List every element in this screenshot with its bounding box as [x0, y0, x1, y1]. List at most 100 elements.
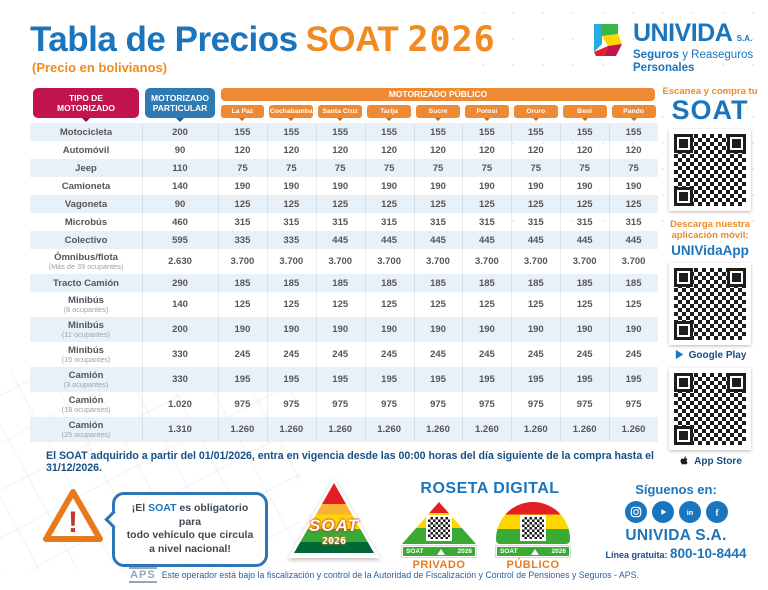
qr-code-app-store[interactable]	[669, 367, 751, 450]
publico-price-cell-la-paz: 75	[218, 159, 267, 177]
publico-price-cell-sucre: 1.260	[414, 417, 463, 442]
publico-price-cell-cochabamba: 120	[267, 141, 316, 159]
brand-personales: Personales	[633, 62, 695, 75]
univida-pinwheel-icon	[592, 22, 628, 63]
publico-price-cell-santa-cruz: 190	[316, 317, 365, 342]
publico-price-cell-sucre: 195	[414, 367, 463, 392]
roseta-privado-qr-icon	[426, 515, 452, 541]
publico-price-cell-beni: 125	[560, 195, 609, 213]
publico-price-cell-pando: 1.260	[609, 417, 658, 442]
publico-price-cell-beni: 190	[560, 317, 609, 342]
publico-price-cell-oruro: 195	[511, 367, 560, 392]
publico-price-cell-potosí: 190	[462, 177, 511, 195]
city-header-santa-cruz: Santa Cruz	[318, 105, 363, 121]
publico-price-cell-la-paz: 120	[218, 141, 267, 159]
publico-price-cell-pando: 120	[609, 141, 658, 159]
publico-price-cell-la-paz: 245	[218, 342, 267, 367]
column-header-tipo-motorizado: TIPO DE MOTORIZADO	[33, 88, 139, 122]
table-row: Microbús 460 315 315 315 315 315 315 315 315 315	[30, 213, 658, 231]
publico-price-cell-la-paz: 3.700	[218, 249, 267, 274]
publico-price-cell-cochabamba: 190	[267, 317, 316, 342]
scan-title: Escanea y compra tu	[662, 86, 758, 97]
particular-price-cell: 1.020	[142, 392, 218, 417]
facebook-icon[interactable]: f	[705, 501, 728, 523]
svg-text:!: !	[68, 506, 78, 539]
publico-price-cell-santa-cruz: 3.700	[316, 249, 365, 274]
publico-price-cell-la-paz: 155	[218, 123, 267, 141]
vehicle-type-cell: Camión (18 ocupantes)	[61, 394, 111, 414]
publico-price-cell-sucre: 190	[414, 317, 463, 342]
publico-price-cell-oruro: 1.260	[511, 417, 560, 442]
publico-price-cell-oruro: 190	[511, 177, 560, 195]
roseta-digital-title: ROSETA DIGITAL	[420, 480, 560, 497]
vehicle-type-cell: Minibús (8 ocupantes)	[63, 294, 109, 314]
publico-price-cell-cochabamba: 975	[267, 392, 316, 417]
brand-sa: S.A.	[736, 34, 753, 43]
table-row: Camioneta 140 190 190 190 190 190 190 190 190 190	[30, 177, 658, 195]
publico-price-cell-cochabamba: 3.700	[267, 249, 316, 274]
app-name: UNIVidaApp	[671, 242, 749, 258]
particular-price-cell: 1.310	[142, 417, 218, 442]
app-store-badge[interactable]: App Store	[658, 454, 762, 470]
publico-price-cell-pando: 155	[609, 123, 658, 141]
city-header-pando: Pando	[611, 105, 656, 121]
publico-price-cell-sucre: 155	[414, 123, 463, 141]
publico-price-cell-oruro: 315	[511, 213, 560, 231]
table-body: Motocicleta 200 155 155 155 155 155 155 155 155 15…	[30, 123, 658, 442]
google-play-badge[interactable]: Google Play	[658, 349, 762, 363]
price-table: TIPO DE MOTORIZADO MOTORIZADO PARTICULAR…	[30, 88, 658, 442]
youtube-icon[interactable]	[651, 501, 674, 523]
aps-footer: APS Este operador está bajo la fiscalizac…	[0, 567, 768, 583]
publico-price-cell-santa-cruz: 155	[316, 123, 365, 141]
publico-price-cell-potosí: 315	[462, 213, 511, 231]
roseta-publico-qr-icon	[520, 515, 546, 541]
table-header: TIPO DE MOTORIZADO MOTORIZADO PARTICULAR…	[30, 88, 658, 122]
publico-price-cell-la-paz: 185	[218, 274, 267, 292]
publico-price-cell-cochabamba: 190	[267, 177, 316, 195]
publico-price-cell-potosí: 3.700	[462, 249, 511, 274]
publico-price-cell-sucre: 445	[414, 231, 463, 249]
table-row: Minibús (11 ocupantes) 200 190 190 190 190 190 1…	[30, 317, 658, 342]
scan-soat-wordmark: SOAT	[671, 95, 749, 125]
qr-code-buy-soat[interactable]	[669, 129, 751, 211]
publico-price-cell-tarija: 190	[365, 317, 414, 342]
publico-price-cell-santa-cruz: 245	[316, 342, 365, 367]
publico-price-cell-santa-cruz: 315	[316, 213, 365, 231]
city-header-la-paz: La Paz	[220, 105, 265, 121]
page-title: Tabla de Precios SOAT 2026	[30, 20, 496, 60]
publico-price-cell-santa-cruz: 125	[316, 292, 365, 317]
qr-code-google-play[interactable]	[669, 262, 751, 345]
vehicle-type-cell: Ómnibus/flota (Más de 39 ocupantes)	[48, 251, 124, 271]
publico-price-cell-la-paz: 125	[218, 292, 267, 317]
google-play-icon	[674, 349, 685, 363]
publico-price-cell-oruro: 185	[511, 274, 560, 292]
publico-price-cell-oruro: 120	[511, 141, 560, 159]
publico-price-cell-pando: 975	[609, 392, 658, 417]
linkedin-icon[interactable]: in	[678, 501, 701, 523]
publico-price-cell-la-paz: 335	[218, 231, 267, 249]
publico-price-cell-la-paz: 190	[218, 177, 267, 195]
publico-price-cell-potosí: 195	[462, 367, 511, 392]
table-row: Vagoneta 90 125 125 125 125 125 125 125 125 125	[30, 195, 658, 213]
vehicle-type-cell: Minibús (15 ocupantes)	[61, 344, 111, 364]
publico-price-cell-santa-cruz: 445	[316, 231, 365, 249]
table-row: Tracto Camión 290 185 185 185 185 185 185 185 185…	[30, 274, 658, 292]
qr-finder-icon	[674, 267, 693, 287]
publico-price-cell-cochabamba: 245	[267, 342, 316, 367]
publico-price-cell-potosí: 185	[462, 274, 511, 292]
table-row: Automóvil 90 120 120 120 120 120 120 120 120 120	[30, 141, 658, 159]
publico-price-cell-oruro: 445	[511, 231, 560, 249]
publico-price-cell-cochabamba: 185	[267, 274, 316, 292]
publico-price-cell-oruro: 125	[511, 292, 560, 317]
social-icon-row: in f	[596, 501, 756, 523]
publico-price-cell-tarija: 195	[365, 367, 414, 392]
vehicle-type-cell: Jeep	[75, 162, 97, 174]
publico-price-cell-beni: 125	[560, 292, 609, 317]
publico-price-cell-pando: 190	[609, 317, 658, 342]
univida-logo: UNIVIDA S.A. Seguros y Reaseguros Person…	[592, 21, 762, 75]
qr-finder-icon	[674, 320, 693, 340]
instagram-icon[interactable]	[624, 501, 647, 523]
publico-price-cell-sucre: 3.700	[414, 249, 463, 274]
table-row: Camión (18 ocupantes) 1.020 975 975 975 975 975…	[30, 392, 658, 417]
publico-price-cell-pando: 125	[609, 292, 658, 317]
